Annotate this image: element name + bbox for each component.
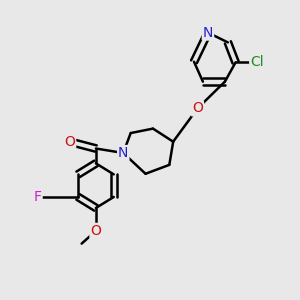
Text: O: O xyxy=(91,224,101,238)
Text: O: O xyxy=(64,135,75,149)
Text: N: N xyxy=(118,146,128,160)
Text: Cl: Cl xyxy=(250,55,264,69)
Text: O: O xyxy=(192,101,203,116)
Text: N: N xyxy=(203,26,213,40)
Text: F: F xyxy=(34,190,42,204)
